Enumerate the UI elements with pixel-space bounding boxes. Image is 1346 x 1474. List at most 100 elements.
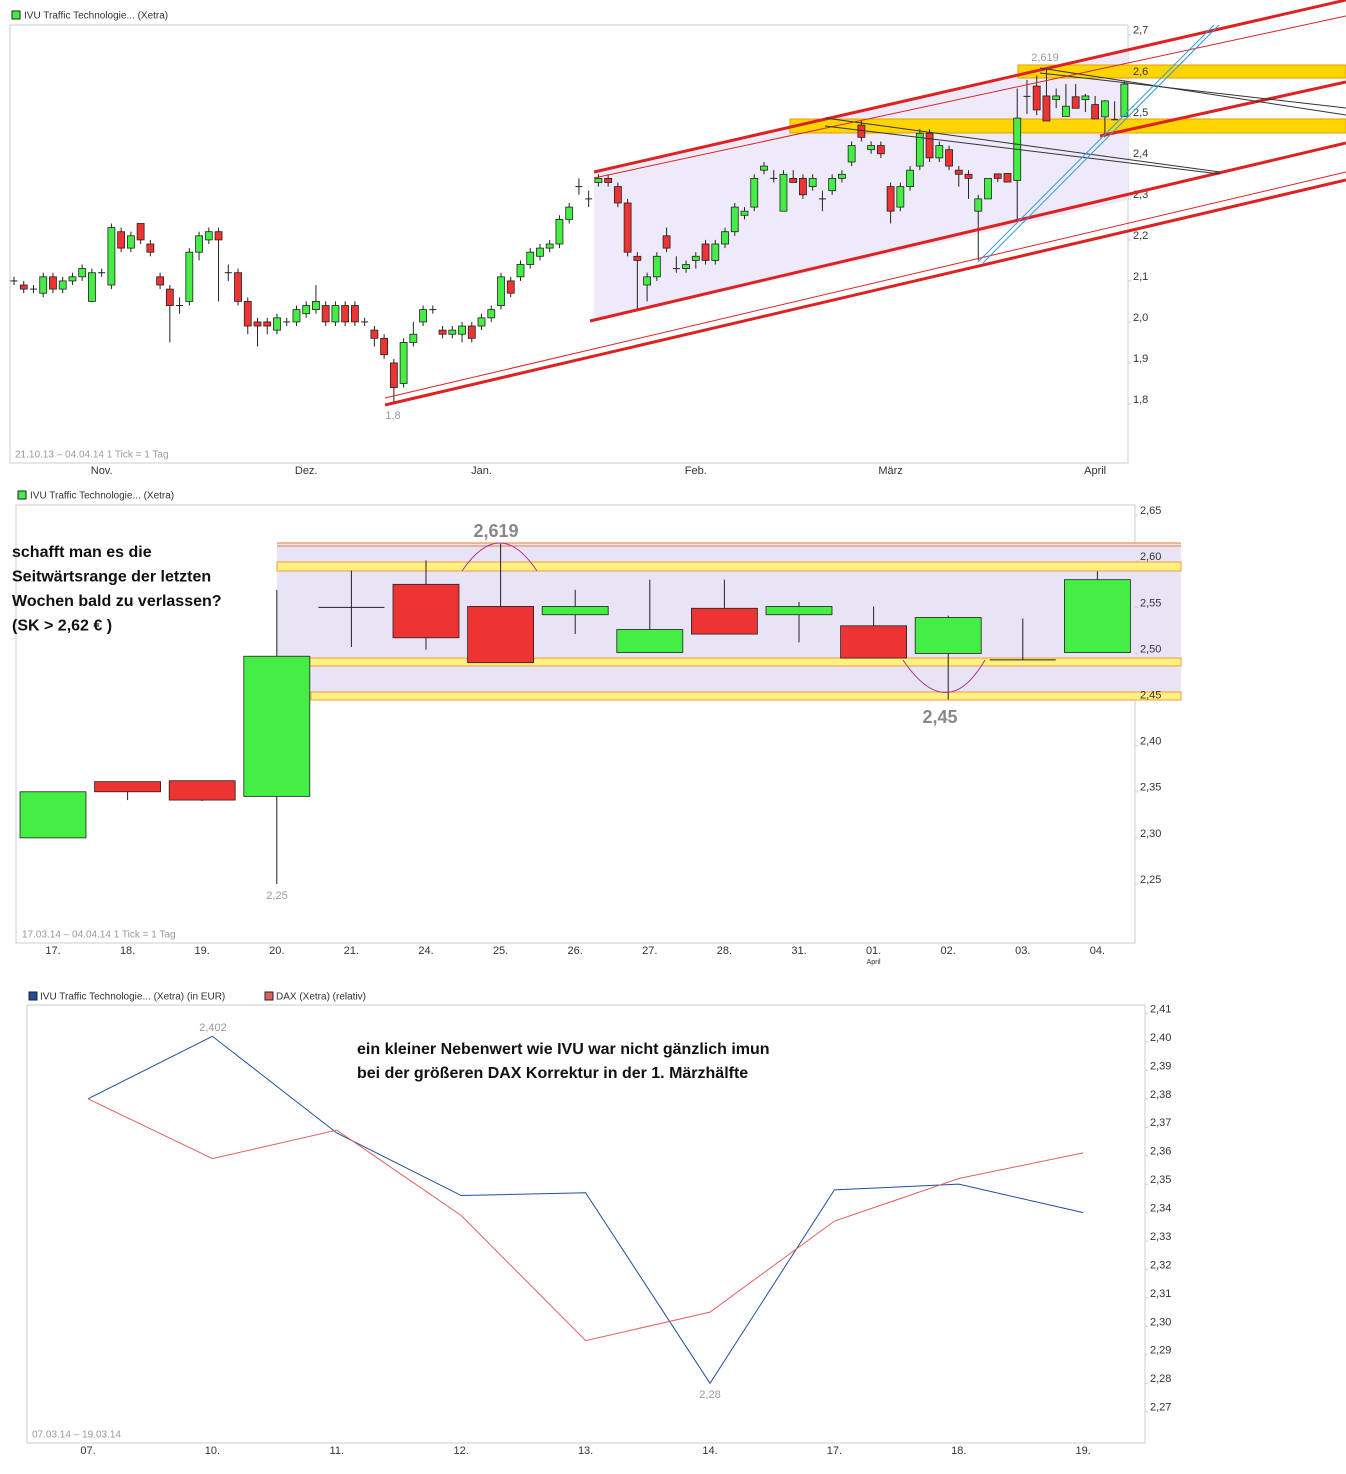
y-tick-label: 2,31 bbox=[1150, 1288, 1171, 1300]
legend-label: IVU Traffic Technologie... (Xetra) bbox=[24, 11, 168, 22]
note: Seitwärtsrange der letzten bbox=[12, 569, 211, 586]
note: bei der größeren DAX Korrektur in der 1.… bbox=[357, 1065, 748, 1082]
y-tick-label: 2,1 bbox=[1133, 271, 1148, 283]
candle-body bbox=[541, 606, 609, 616]
y-tick-label: 2,50 bbox=[1140, 643, 1161, 655]
candle-body bbox=[721, 231, 729, 245]
x-tick-label: 07. bbox=[80, 1445, 95, 1457]
candle-body bbox=[740, 210, 749, 216]
candle-body bbox=[711, 243, 720, 261]
range-band bbox=[276, 561, 1182, 572]
y-tick-label: 2,40 bbox=[1150, 1032, 1171, 1044]
candle-body bbox=[886, 186, 895, 212]
candle-body bbox=[993, 173, 1002, 179]
y-tick-label: 2,2 bbox=[1133, 230, 1148, 242]
candle-body bbox=[691, 255, 700, 261]
candle-body bbox=[964, 173, 973, 179]
candle-body bbox=[945, 149, 953, 167]
trend-line bbox=[1099, 80, 1346, 138]
candle-body bbox=[847, 145, 856, 163]
y-tick-label: 2,34 bbox=[1150, 1203, 1171, 1215]
x-tick-label: 13. bbox=[578, 1445, 593, 1457]
candle-body bbox=[263, 321, 272, 327]
y-tick-label: 2,38 bbox=[1150, 1089, 1171, 1101]
y-tick-label: 2,4 bbox=[1133, 148, 1148, 160]
candle-body bbox=[136, 223, 145, 241]
candle-body bbox=[526, 251, 535, 265]
x-tick-label: 26. bbox=[568, 945, 583, 957]
panels bbox=[9, 24, 1146, 1444]
candle-body bbox=[487, 309, 496, 319]
x-tick-label: 19. bbox=[1076, 1445, 1091, 1457]
resistance-band bbox=[1017, 64, 1346, 79]
candle-body bbox=[292, 309, 301, 323]
y-tick-label: 2,30 bbox=[1150, 1316, 1171, 1328]
y-tick-label: 2,41 bbox=[1150, 1003, 1171, 1015]
y-tick-label: 2,60 bbox=[1140, 551, 1161, 563]
x-tick-label: 14. bbox=[702, 1445, 717, 1457]
candle-body bbox=[765, 606, 833, 616]
x-tick-label: 24. bbox=[418, 945, 433, 957]
y-tick-label: 2,36 bbox=[1150, 1146, 1171, 1158]
x-tick-label: April bbox=[1084, 465, 1106, 477]
candle-body bbox=[409, 333, 418, 343]
candle-body bbox=[467, 606, 535, 664]
candle-body bbox=[331, 305, 340, 323]
candle-body bbox=[623, 202, 632, 253]
y-tick-label: 2,0 bbox=[1133, 312, 1148, 324]
x-tick-label: 28. bbox=[717, 945, 732, 957]
candle-body bbox=[39, 276, 48, 294]
candle-body bbox=[1064, 579, 1131, 653]
candle-body bbox=[497, 276, 505, 306]
candle-body bbox=[204, 231, 213, 241]
plot-frame bbox=[15, 504, 1136, 944]
annotation: 2,25 bbox=[266, 890, 287, 902]
trend-line bbox=[384, 178, 1346, 407]
candle-body bbox=[88, 272, 96, 302]
candle-body bbox=[915, 132, 924, 167]
drawing-lines bbox=[384, 0, 1346, 693]
candle-body bbox=[682, 264, 690, 270]
candle-body bbox=[506, 280, 515, 294]
low-arc bbox=[902, 659, 986, 693]
candle-body bbox=[799, 177, 807, 196]
candle-body bbox=[516, 264, 525, 278]
high-arc bbox=[461, 542, 538, 572]
candle-body bbox=[633, 255, 642, 261]
candle-body bbox=[838, 173, 846, 179]
candle-body bbox=[828, 177, 837, 192]
candle-body bbox=[19, 284, 28, 290]
x-tick-label: Nov. bbox=[91, 465, 113, 477]
x-tick-label: 17. bbox=[827, 1445, 842, 1457]
x-tick-label: 01. bbox=[866, 945, 881, 957]
y-tick-label: 2,45 bbox=[1140, 689, 1161, 701]
footer: 17.03.14 – 04.04.14 1 Tick = 1 Tag bbox=[22, 930, 176, 941]
y-tick-label: 2,28 bbox=[1150, 1373, 1171, 1385]
y-tick-label: 2,40 bbox=[1140, 736, 1161, 748]
y-tick-label: 2,5 bbox=[1133, 107, 1148, 119]
candle-body bbox=[389, 362, 398, 388]
candle-body bbox=[126, 235, 135, 249]
candle-body bbox=[458, 325, 466, 335]
candle-body bbox=[760, 165, 768, 171]
x-tick-label: 18. bbox=[951, 1445, 966, 1457]
candle-body bbox=[616, 629, 684, 653]
footer: 07.03.14 – 19.03.14 bbox=[32, 1430, 121, 1441]
plot-frame bbox=[26, 1004, 1146, 1444]
candle-body bbox=[477, 317, 486, 327]
candle-body bbox=[906, 169, 914, 187]
range-band bbox=[310, 691, 1182, 701]
trend-line bbox=[824, 117, 1221, 173]
legend-swatch bbox=[264, 991, 274, 1001]
candle-body bbox=[302, 305, 311, 315]
candle-body bbox=[643, 276, 651, 286]
candle-body bbox=[789, 177, 798, 183]
annotation: 2,28 bbox=[699, 1389, 720, 1401]
annotation: 2,45 bbox=[922, 707, 957, 727]
candle-body bbox=[1120, 83, 1129, 117]
candle-body bbox=[165, 288, 174, 306]
candle-body bbox=[1071, 96, 1080, 109]
candle-body bbox=[662, 235, 671, 249]
note: ein kleiner Nebenwert wie IVU war nicht … bbox=[357, 1041, 770, 1058]
